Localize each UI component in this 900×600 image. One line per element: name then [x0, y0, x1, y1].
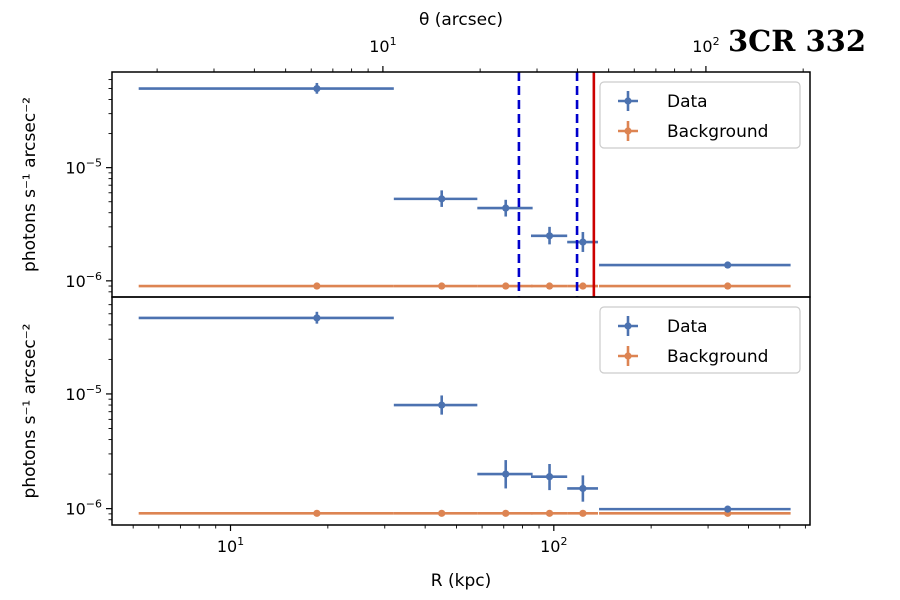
y-tick-label-top-0-exp: −6: [86, 270, 102, 283]
legend-entry-top-data-marker: [624, 97, 632, 105]
series-top-background-point-2-marker: [502, 282, 510, 290]
top-x-tick-label-0-base: 10: [369, 37, 389, 56]
top-x-tick-label-1-base: 10: [692, 37, 712, 56]
x-tick-label-1-exp: 2: [560, 535, 567, 548]
y-tick-label-top-1: 10−5: [65, 157, 102, 178]
legend-entry-top-data-label: Data: [667, 92, 708, 112]
legend-entry-bottom-background-label: Background: [667, 347, 768, 367]
top-x-tick-label-0-exp: 1: [390, 35, 397, 48]
x-tick-label-0-base: 10: [217, 537, 237, 556]
legend-entry-bottom-data-marker: [624, 322, 632, 330]
series-bottom-background-point-0-marker: [313, 509, 321, 517]
series-bottom-background: [138, 509, 791, 517]
y-tick-label-bottom-1-base: 10: [65, 385, 85, 404]
legend-box-top: [599, 81, 801, 149]
series-top-background-point-3-marker: [545, 282, 554, 290]
legend-entry-top-background-label: Background: [667, 122, 768, 142]
series-top-background-point-4-marker: [579, 282, 587, 290]
series-top-background-point-0-marker: [313, 282, 321, 290]
series-top-background-point-1-marker: [438, 282, 446, 290]
y-tick-label-top-1-base: 10: [65, 159, 85, 178]
y-tick-label-bottom-1: 10−5: [65, 383, 102, 404]
x-tick-label-0-exp: 1: [237, 535, 244, 548]
series-bottom-background-point-1-marker: [438, 509, 446, 517]
y-tick-label-bottom-0-exp: −6: [86, 498, 102, 511]
series-bottom-data: [138, 311, 791, 513]
panel-frame-bottom: [111, 296, 811, 526]
y-axis-label-top: photons s⁻¹ arcsec⁻²: [20, 97, 40, 272]
x-tick-label-0: 101: [217, 535, 244, 556]
legend-entry-top-background-marker: [624, 127, 632, 135]
x-tick-label-1-base: 10: [540, 537, 560, 556]
y-tick-label-top-1-exp: −5: [86, 157, 102, 170]
legend-box-bottom: [599, 306, 801, 374]
series-top-data: [138, 82, 791, 269]
y-axis-label-bottom: photons s⁻¹ arcsec⁻²: [20, 324, 40, 499]
series-bottom-background-point-3-marker: [545, 509, 554, 517]
series-top-data-point-4-marker: [579, 238, 587, 246]
y-tick-label-bottom-1-exp: −5: [86, 383, 102, 396]
legend-entry-bottom-data-label: Data: [667, 317, 708, 337]
x-axis-label: R (kpc): [431, 571, 491, 591]
series-bottom-data-point-4-marker: [579, 484, 587, 493]
plot-area-top: [138, 72, 791, 297]
y-tick-label-bottom-0: 10−6: [65, 498, 102, 519]
top-x-tick-label-0: 101: [369, 35, 396, 56]
legend-top: Data Background: [599, 81, 801, 149]
series-top-background: [138, 282, 791, 290]
top-x-axis-label: θ (arcsec): [419, 10, 503, 30]
series-bottom-data-point-0-marker: [313, 314, 321, 322]
series-bottom-background-point-4-marker: [579, 509, 587, 517]
series-bottom-data-point-2-marker: [502, 470, 510, 478]
series-top-data-point-3-marker: [545, 232, 554, 240]
series-top-data-point-0-marker: [313, 84, 321, 93]
legend-entry-bottom-background-marker: [624, 352, 632, 360]
top-x-tick-label-1: 102: [692, 35, 719, 56]
plot-area-bottom: [138, 311, 791, 517]
series-top-data-point-2-marker: [502, 204, 510, 212]
chart-title: 3CR 332: [728, 24, 866, 58]
legend-bottom: Data Background: [599, 306, 801, 374]
x-tick-label-1: 102: [540, 535, 567, 556]
y-tick-label-bottom-0-base: 10: [65, 500, 85, 519]
y-tick-label-top-0: 10−6: [65, 270, 102, 291]
series-bottom-data-point-1-marker: [438, 401, 446, 409]
series-bottom-background-point-2-marker: [502, 509, 510, 517]
series-bottom-data-point-3-marker: [545, 473, 554, 481]
series-top-background-point-5-marker: [724, 282, 732, 290]
series-top-data-point-5-marker: [724, 261, 732, 269]
series-top-data-point-1-marker: [438, 195, 446, 203]
y-tick-label-top-0-base: 10: [65, 272, 85, 291]
top-x-tick-label-1-exp: 2: [713, 35, 720, 48]
series-bottom-data-point-5-marker: [724, 505, 732, 513]
